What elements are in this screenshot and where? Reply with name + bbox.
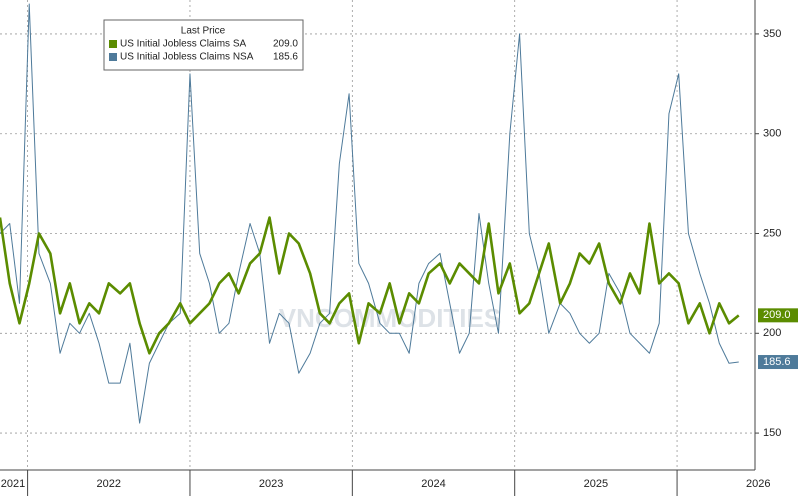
legend-value: 209.0 <box>273 39 298 50</box>
y-tick-label: 250 <box>763 227 781 239</box>
x-tick-label: 2025 <box>584 478 608 490</box>
x-tick-label: 2024 <box>421 478 445 490</box>
x-tick-label: 2022 <box>97 478 121 490</box>
value-tag-label: 185.6 <box>763 356 791 368</box>
series-line <box>0 216 740 355</box>
legend-value: 185.6 <box>273 52 298 63</box>
y-tick-label: 300 <box>763 128 781 140</box>
watermark: VNCOMMODITIES <box>279 303 501 333</box>
value-tag: 209.0 <box>758 308 798 323</box>
legend: Last Price US Initial Jobless Claims SA 20… <box>103 19 304 71</box>
value-tag-label: 209.0 <box>763 309 791 321</box>
x-tick-label: 2026 <box>746 478 770 490</box>
legend-swatch <box>109 53 117 61</box>
value-tag-box <box>758 308 798 323</box>
y-tick-label: 200 <box>763 327 781 339</box>
legend-title: Last Price <box>181 26 226 37</box>
x-tick-label: 2021 <box>1 478 25 490</box>
series-line <box>0 3 739 424</box>
legend-label: US Initial Jobless Claims NSA <box>120 52 254 63</box>
legend-label: US Initial Jobless Claims SA <box>120 39 246 50</box>
legend-swatch <box>109 40 117 48</box>
value-tag-box <box>758 355 798 370</box>
x-tick-label: 2023 <box>259 478 283 490</box>
y-tick-label: 350 <box>763 28 781 40</box>
y-tick-label: 150 <box>763 427 781 439</box>
value-tag: 185.6 <box>758 355 798 370</box>
legend-box <box>103 19 304 71</box>
